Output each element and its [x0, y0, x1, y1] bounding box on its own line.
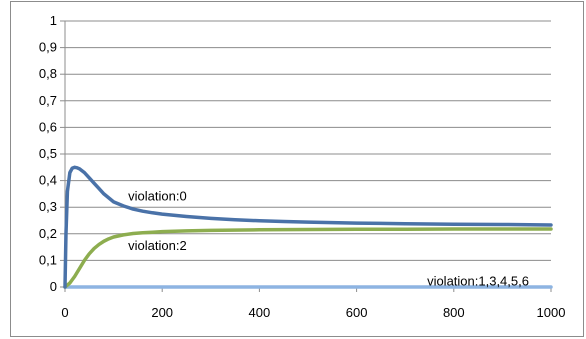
- x-tick-label-3: 600: [346, 305, 368, 320]
- chart-frame: 0 0,1 0,2 0,3 0,4 0,5 0,6 0,7 0,8 0,9 1 0 200 400 600 8…: [10, 1, 584, 337]
- series-label-1: violation:2: [128, 238, 187, 253]
- y-tick-label-7: 0,7: [39, 93, 57, 108]
- series-line-1: [63, 227, 553, 289]
- y-tick-label-8: 0,8: [39, 66, 57, 81]
- y-tick-label-2: 0,2: [39, 226, 57, 241]
- y-tick-label-3: 0,3: [39, 199, 57, 214]
- y-tick-label-1: 0,1: [39, 252, 57, 267]
- y-tick-label-10: 1: [50, 13, 57, 28]
- x-tick-label-5: 1000: [537, 305, 566, 320]
- series-label-2: violation:1,3,4,5,6: [427, 274, 529, 289]
- y-tick-label-9: 0,9: [39, 40, 57, 55]
- x-tick-label-1: 200: [151, 305, 173, 320]
- y-tick-label-0: 0: [50, 279, 57, 294]
- y-tick-label-5: 0,5: [39, 146, 57, 161]
- y-tick-label-4: 0,4: [39, 173, 57, 188]
- line-chart: 0 0,1 0,2 0,3 0,4 0,5 0,6 0,7 0,8 0,9 1 0 200 400 600 8…: [39, 13, 566, 320]
- x-tick-label-2: 400: [249, 305, 271, 320]
- y-tick-label-6: 0,6: [39, 119, 57, 134]
- x-tick-label-0: 0: [61, 305, 68, 320]
- series-line-0: [63, 165, 553, 289]
- x-tick-label-4: 800: [443, 305, 465, 320]
- series-label-0: violation:0: [128, 189, 187, 204]
